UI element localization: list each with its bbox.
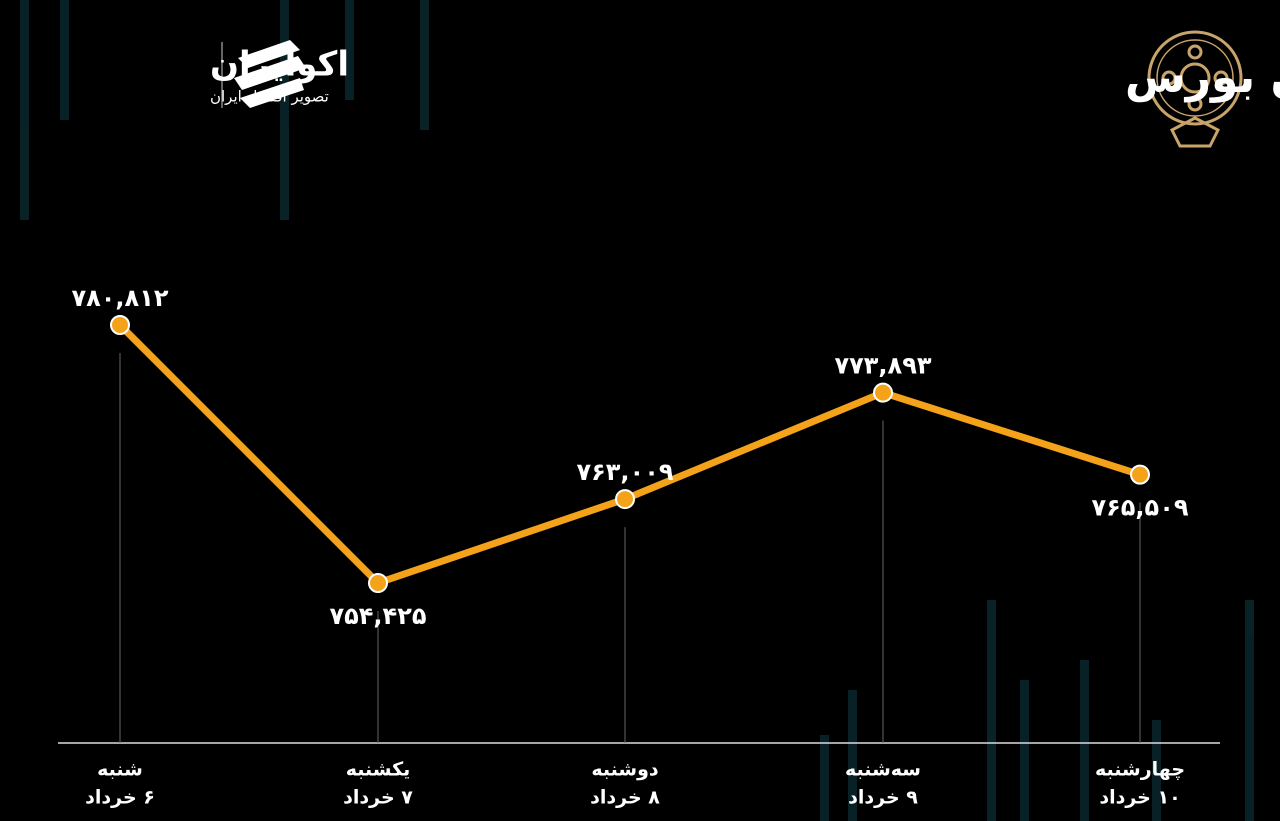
brand-icon [234, 40, 306, 108]
x-tick-label: یکشنبه [346, 759, 411, 781]
value-label: ۷۵۴,۴۲۵ [329, 602, 426, 630]
point [873, 382, 893, 403]
brand-name: اکوایران [210, 45, 349, 85]
title: روند هفته شاخص هم‌وزن بورس [1125, 52, 1280, 103]
x-tick-label: شنبه [97, 759, 143, 781]
x-tick-date: ۶ خرداد [85, 787, 155, 809]
x-tick-date: ۷ خرداد [343, 787, 413, 809]
point [1130, 464, 1150, 485]
value-label: ۷۶۵,۵۰۹ [1091, 494, 1188, 522]
point [110, 315, 130, 335]
x-tick-label: چهارشنبه [1095, 759, 1185, 781]
value-label: ۷۷۳,۸۹۳ [834, 352, 931, 380]
x-tick-date: ۱۰ خرداد [1099, 787, 1180, 809]
value-label: ۷۸۰,۸۱۲ [71, 284, 168, 312]
series-line [117, 322, 1142, 587]
brand-tagline: تصویر اقتصاد ایران [210, 88, 329, 106]
point [368, 573, 388, 593]
point [615, 489, 635, 510]
x-tick-label: سه‌شنبه [845, 759, 921, 781]
value-label: ۷۶۳,۰۰۹ [576, 458, 673, 486]
x-tick-date: ۹ خرداد [848, 787, 918, 809]
emblem [1147, 30, 1243, 148]
x-tick-date: ۸ خرداد [590, 787, 660, 809]
background-bars [20, 0, 1254, 821]
x-tick-label: دوشنبه [591, 759, 659, 781]
